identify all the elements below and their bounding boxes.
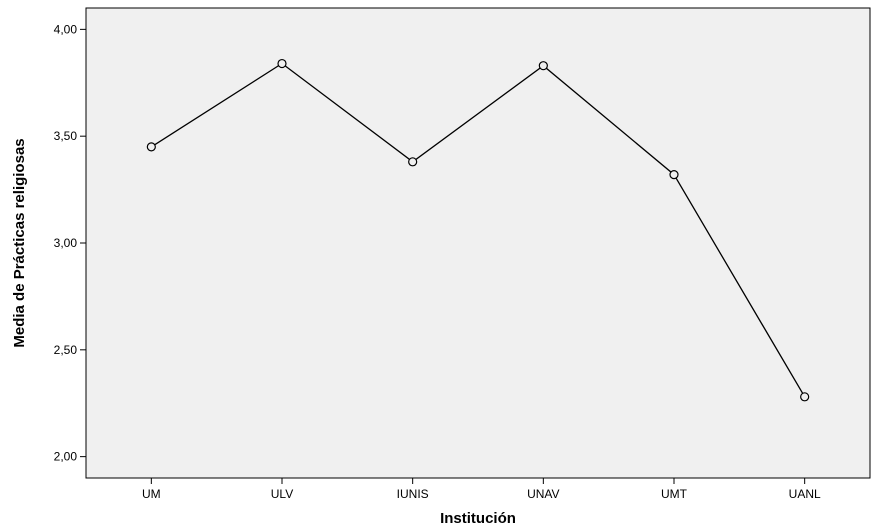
y-tick-label: 3,50 (54, 129, 78, 143)
x-axis-title: Institución (440, 510, 516, 527)
x-tick-label: IUNIS (397, 487, 429, 501)
y-axis-ticks: 2,00 2,50 3,00 3,50 4,00 (54, 22, 86, 464)
data-point-marker (277, 58, 287, 69)
y-tick-label: 2,50 (54, 343, 78, 357)
data-point-marker (408, 157, 418, 167)
x-tick-label: UM (142, 487, 161, 501)
series-line (150, 62, 806, 398)
x-tick-label: UNAV (527, 487, 559, 501)
data-point-marker (800, 392, 810, 402)
data-point-marker (146, 142, 156, 152)
series-markers (146, 58, 810, 402)
plot-area (85, 7, 871, 479)
y-axis-title: Media de Prácticas religiosas (11, 138, 28, 347)
data-point-marker (669, 170, 679, 180)
y-tick-label: 2,00 (54, 450, 78, 464)
y-tick-label: 3,00 (54, 236, 78, 250)
x-axis-ticks: UM ULV IUNIS UNAV UMT UANL (142, 478, 821, 501)
data-point-marker (538, 61, 548, 71)
y-tick-label: 4,00 (54, 22, 78, 36)
x-tick-label: UMT (661, 487, 688, 501)
x-tick-label: ULV (271, 487, 293, 501)
x-tick-label: UANL (789, 487, 821, 501)
